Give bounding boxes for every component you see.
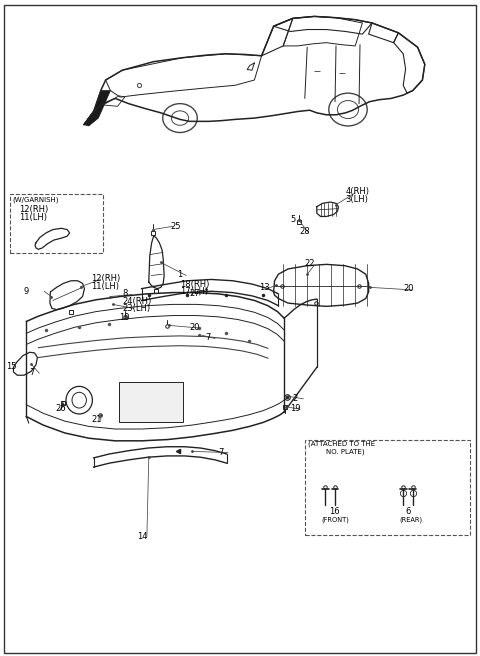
Ellipse shape (163, 104, 197, 133)
Text: 3(LH): 3(LH) (346, 195, 369, 204)
Text: (ATTACHED TO THE: (ATTACHED TO THE (308, 441, 375, 447)
Text: 11(LH): 11(LH) (91, 281, 119, 291)
Text: 17(LH): 17(LH) (180, 287, 208, 297)
Text: 9: 9 (23, 287, 28, 297)
Text: 15: 15 (6, 361, 16, 371)
Text: 28: 28 (299, 227, 310, 236)
Text: 5: 5 (290, 215, 296, 224)
Polygon shape (84, 91, 110, 126)
Text: 26: 26 (55, 403, 66, 413)
Text: 16: 16 (329, 507, 339, 516)
Ellipse shape (337, 100, 359, 119)
Text: 11(LH): 11(LH) (19, 213, 47, 222)
Text: 14: 14 (137, 532, 148, 541)
Text: 7: 7 (30, 368, 35, 377)
Ellipse shape (329, 93, 367, 126)
Text: 10: 10 (119, 313, 130, 322)
Ellipse shape (171, 111, 189, 125)
Text: 19: 19 (290, 403, 301, 413)
Text: 7: 7 (218, 448, 224, 457)
Text: (REAR): (REAR) (399, 516, 422, 523)
Text: 27: 27 (190, 289, 200, 298)
Text: 21: 21 (91, 415, 102, 424)
Ellipse shape (66, 386, 92, 414)
Text: 7: 7 (205, 333, 211, 342)
Text: 18(RH): 18(RH) (180, 279, 209, 289)
Text: 13: 13 (259, 283, 270, 292)
Text: 6: 6 (406, 507, 411, 516)
Text: 24(RH): 24(RH) (122, 297, 152, 306)
Text: NO. PLATE): NO. PLATE) (326, 449, 365, 455)
Text: 1: 1 (177, 270, 182, 279)
FancyBboxPatch shape (119, 382, 183, 422)
Text: 25: 25 (170, 222, 181, 231)
Text: 4(RH): 4(RH) (346, 187, 370, 196)
Text: 8: 8 (122, 289, 128, 298)
Text: 12(RH): 12(RH) (91, 274, 120, 283)
Text: (W/GARNISH): (W/GARNISH) (12, 196, 59, 203)
Ellipse shape (72, 392, 86, 408)
Text: 20: 20 (190, 323, 200, 333)
Text: 2: 2 (293, 394, 298, 403)
Text: 20: 20 (403, 284, 414, 293)
Text: 22: 22 (305, 259, 315, 268)
Text: 23(LH): 23(LH) (122, 304, 151, 314)
Text: 12(RH): 12(RH) (19, 205, 48, 215)
Text: (FRONT): (FRONT) (322, 516, 349, 523)
